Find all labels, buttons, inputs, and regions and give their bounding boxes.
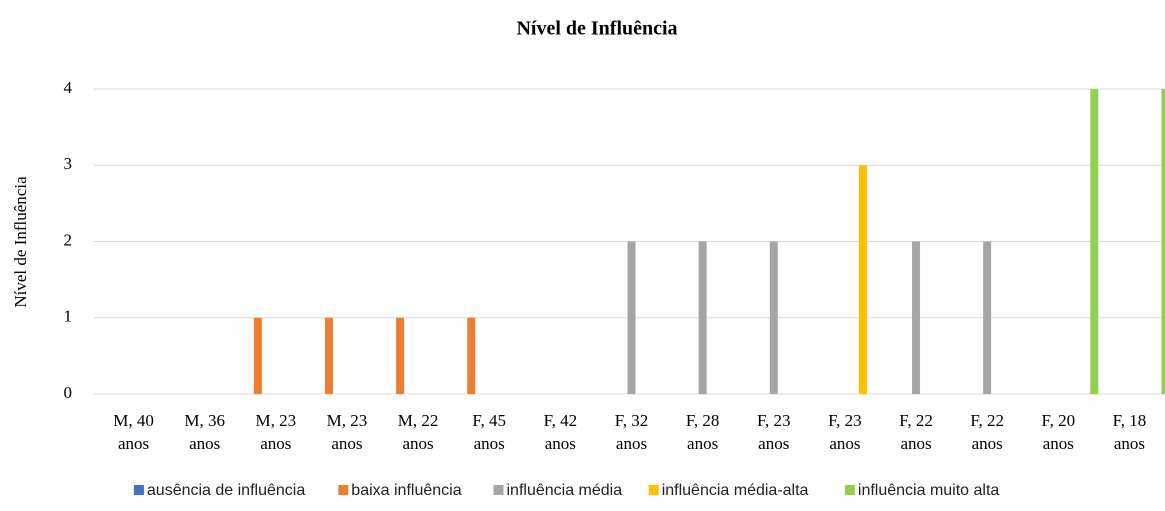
- legend-label: influência muito alta: [858, 482, 1000, 499]
- legend-swatch: [133, 485, 144, 495]
- x-tick-label: F, 18: [1113, 411, 1147, 430]
- y-tick-label: 0: [64, 383, 73, 402]
- x-tick-label: anos: [403, 434, 434, 453]
- x-tick-label: F, 45: [472, 411, 506, 430]
- bar: [698, 241, 707, 394]
- x-tick-label: F, 20: [1042, 411, 1076, 430]
- x-tick-label: anos: [900, 434, 931, 453]
- x-tick-label: F, 32: [615, 411, 649, 430]
- bar: [396, 317, 405, 394]
- legend-swatch: [493, 485, 504, 495]
- bar: [983, 241, 992, 394]
- x-tick-label: M, 36: [184, 411, 225, 430]
- x-tick-label: M, 22: [398, 411, 439, 430]
- x-tick-label: anos: [474, 434, 505, 453]
- y-tick-label: 2: [64, 230, 73, 249]
- x-tick-label: anos: [758, 434, 789, 453]
- bar: [324, 317, 333, 394]
- bar: [1161, 89, 1165, 394]
- bar: [253, 317, 262, 394]
- x-tick-label: anos: [189, 434, 220, 453]
- legend-label: influência média: [507, 482, 623, 499]
- y-axis-label: Nível de Influência: [11, 176, 30, 308]
- bar: [769, 241, 778, 394]
- x-tick-label: F, 22: [899, 411, 933, 430]
- x-tick-label: F, 42: [544, 411, 578, 430]
- x-tick-label: F, 28: [686, 411, 720, 430]
- x-tick-label: anos: [260, 434, 291, 453]
- x-tick-label: M, 40: [113, 411, 154, 430]
- x-tick-label: F, 23: [828, 411, 862, 430]
- x-tick-label: anos: [687, 434, 718, 453]
- y-tick-label: 3: [64, 154, 73, 173]
- x-tick-label: anos: [118, 434, 149, 453]
- x-tick-label: F, 22: [970, 411, 1004, 430]
- bar: [1090, 89, 1099, 394]
- legend-swatch: [844, 485, 855, 495]
- y-tick-label: 4: [64, 78, 73, 97]
- legend: ausência de influência baixa influência in…: [133, 482, 1000, 499]
- bar: [467, 317, 476, 394]
- x-tick-label: F, 23: [757, 411, 791, 430]
- x-tick-label: anos: [1114, 434, 1145, 453]
- bar: [858, 165, 867, 394]
- x-tick-label: anos: [616, 434, 647, 453]
- x-tick-label: anos: [1043, 434, 1074, 453]
- legend-label: influência média-alta: [662, 482, 809, 499]
- x-tick-label: anos: [829, 434, 860, 453]
- x-tick-label: M, 23: [256, 411, 297, 430]
- x-tick-label: M, 23: [327, 411, 368, 430]
- x-tick-label: anos: [972, 434, 1003, 453]
- y-tick-label: 1: [64, 307, 73, 326]
- legend-swatch: [338, 485, 349, 495]
- x-tick-label: anos: [331, 434, 362, 453]
- legend-swatch: [648, 485, 659, 495]
- legend-label: baixa influência: [351, 482, 461, 499]
- chart-title: Nível de Influência: [516, 18, 677, 40]
- bar: [627, 241, 636, 394]
- bar: [912, 241, 921, 394]
- legend-label: ausência de influência: [147, 482, 305, 499]
- x-tick-label: anos: [545, 434, 576, 453]
